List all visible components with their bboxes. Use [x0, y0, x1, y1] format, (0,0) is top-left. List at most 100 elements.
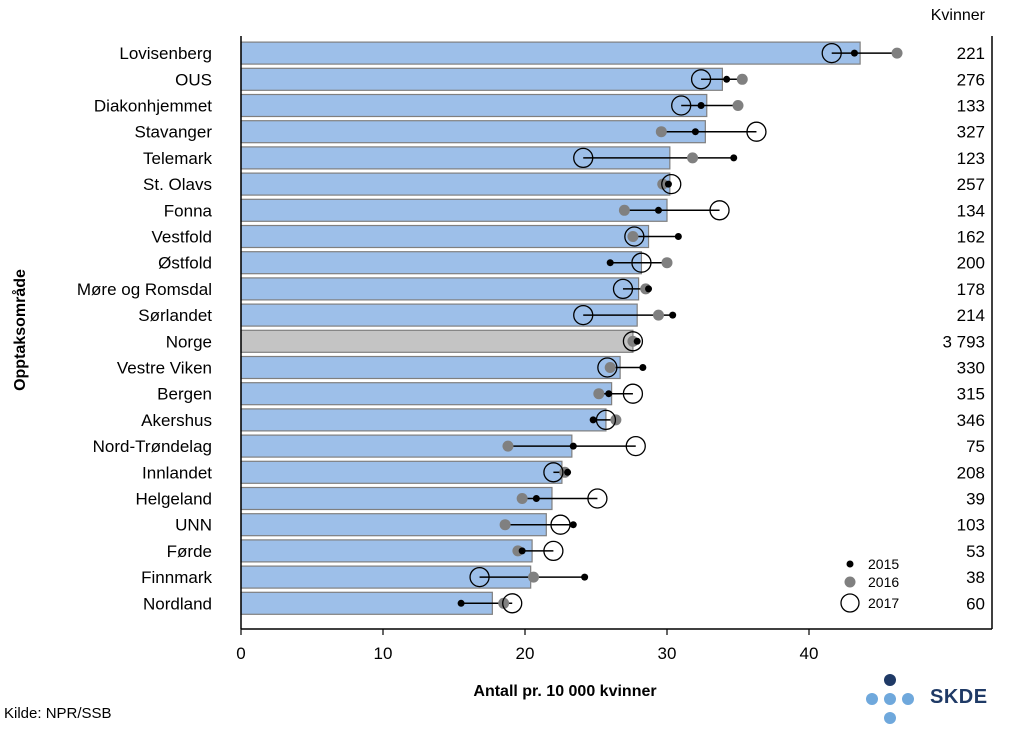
point-2015 [691, 128, 699, 136]
count-label: 257 [957, 175, 985, 194]
point-2017 [543, 540, 564, 562]
count-label: 103 [957, 516, 985, 535]
point-2016 [502, 440, 514, 452]
point-2017 [709, 200, 730, 221]
bar [240, 172, 671, 196]
bar [240, 67, 723, 91]
bar [240, 277, 640, 301]
point-2017 [587, 488, 608, 509]
bar [240, 251, 643, 275]
bar [240, 224, 650, 249]
x-tick-label: 0 [236, 644, 245, 663]
legend-label: 2015 [868, 556, 899, 572]
point-2015 [645, 285, 653, 293]
point-2015 [532, 495, 540, 502]
category-label: Akershus [141, 411, 212, 430]
point-2017 [573, 304, 594, 326]
logo-text: SKDE [930, 686, 988, 708]
point-2017 [573, 147, 594, 169]
point-2016 [652, 309, 664, 321]
count-label: 134 [957, 201, 985, 220]
point-2015 [569, 521, 577, 529]
point-2015 [730, 154, 738, 162]
count-label: 123 [957, 149, 985, 168]
point-2016 [499, 519, 511, 531]
point-2016 [655, 126, 667, 138]
point-2015 [564, 468, 572, 476]
point-2017 [595, 409, 617, 431]
category-label: Helgeland [135, 490, 212, 509]
category-label: OUS [175, 70, 212, 89]
point-2015 [457, 599, 465, 607]
category-label: Nordland [143, 594, 212, 613]
bar [240, 355, 621, 380]
x-tick-label: 20 [516, 644, 535, 663]
point-2015 [581, 573, 589, 581]
category-label: Norge [166, 332, 212, 351]
point-2016 [528, 571, 540, 583]
bar [240, 382, 613, 406]
count-label: 214 [957, 306, 985, 325]
point-2015 [723, 75, 731, 83]
count-label: 178 [957, 280, 985, 299]
point-2016 [516, 493, 528, 504]
category-label: Diakonhjemmet [94, 97, 212, 116]
count-label: 39 [966, 490, 985, 509]
point-2017 [631, 252, 652, 273]
bar [240, 329, 634, 353]
point-2017 [624, 226, 645, 247]
category-label: Vestre Viken [117, 359, 212, 378]
point-2017 [671, 95, 692, 116]
category-label: Stavanger [135, 123, 213, 142]
point-2015 [850, 49, 858, 57]
point-2015 [606, 259, 614, 267]
count-label: 221 [957, 44, 985, 63]
point-2017 [746, 121, 767, 142]
category-label: UNN [175, 516, 212, 535]
point-2017 [469, 566, 490, 588]
point-2015 [633, 337, 641, 345]
category-label: Nord-Trøndelag [93, 437, 212, 456]
legend-marker-2015 [846, 560, 854, 568]
point-2015 [669, 311, 677, 319]
count-label: 60 [966, 594, 985, 613]
point-2015 [589, 416, 597, 424]
bar [240, 486, 553, 511]
point-2016 [657, 178, 669, 190]
point-2017 [622, 383, 644, 404]
point-2015 [605, 390, 613, 398]
x-tick-label: 30 [658, 644, 677, 663]
point-2016 [891, 47, 903, 59]
count-label: 75 [966, 437, 985, 456]
bar [240, 408, 607, 432]
category-label: Førde [167, 542, 212, 561]
point-2017 [543, 462, 564, 483]
category-label: Finnmark [141, 568, 212, 587]
point-2016 [604, 362, 616, 373]
count-label: 346 [957, 411, 985, 430]
point-2016 [498, 597, 510, 609]
x-tick-label: 10 [374, 644, 393, 663]
count-label: 330 [957, 359, 985, 378]
count-label: 276 [957, 70, 985, 89]
x-tick-label: 40 [800, 644, 819, 663]
bar [240, 41, 861, 65]
legend-marker-2016 [844, 576, 856, 588]
point-2015 [654, 206, 662, 214]
point-2016 [627, 231, 639, 242]
bar [240, 591, 493, 615]
skde-logo [866, 674, 914, 724]
count-label: 315 [957, 385, 985, 404]
bar [240, 539, 533, 563]
bar [240, 120, 706, 144]
point-2015 [569, 442, 577, 450]
category-label: Bergen [157, 385, 212, 404]
category-label: Møre og Romsdal [77, 280, 212, 299]
count-label: 38 [966, 568, 985, 587]
point-2017 [612, 278, 634, 300]
point-2016 [732, 100, 744, 111]
source-note: Kilde: NPR/SSB [4, 705, 112, 722]
category-label: Vestfold [152, 228, 213, 247]
point-2016 [736, 73, 748, 85]
